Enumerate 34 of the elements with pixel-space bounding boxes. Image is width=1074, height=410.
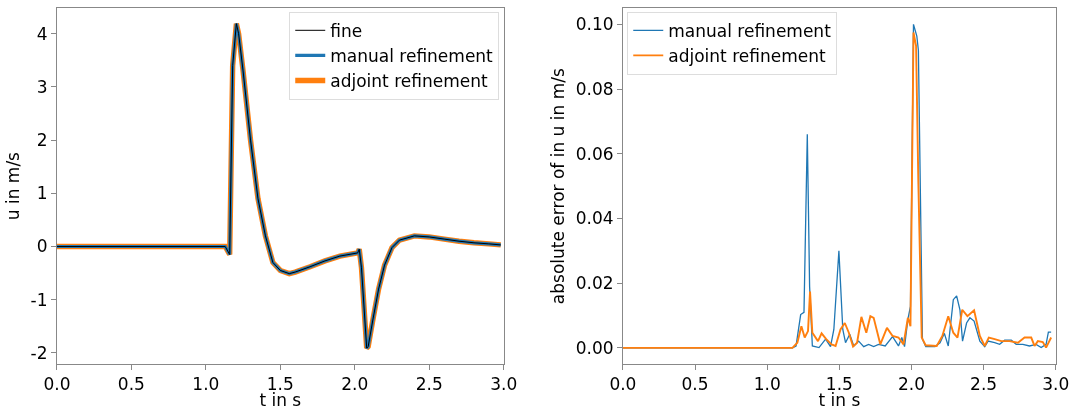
y-tick-label: 0.10 <box>575 14 614 35</box>
y-tick-label: -2 <box>30 342 48 363</box>
legend-label: manual refinement <box>668 20 832 41</box>
legend-label: adjoint refinement <box>668 46 826 67</box>
x-tick-label: 1.0 <box>192 374 220 395</box>
x-tick-label: 3.0 <box>1042 374 1070 395</box>
y-tick-label: 0.02 <box>575 273 614 294</box>
y-tick-label: 0.08 <box>575 79 614 100</box>
legend-label: adjoint refinement <box>330 71 488 92</box>
legend-label: fine <box>330 20 363 41</box>
x-axis-title: t in s <box>259 390 302 410</box>
x-tick-label: 0.0 <box>43 374 71 395</box>
x-tick-label: 2.0 <box>897 374 925 395</box>
y-tick-label: 0 <box>36 236 48 257</box>
y-axis-title: u in m/s <box>3 151 24 221</box>
y-tick-label: 2 <box>36 130 48 151</box>
x-tick-label: 1.0 <box>753 374 781 395</box>
x-tick-label: 0.0 <box>609 374 637 395</box>
x-tick-label: 2.0 <box>341 374 369 395</box>
x-tick-label: 3.0 <box>490 374 518 395</box>
y-tick-label: 4 <box>36 23 48 44</box>
y-tick-label: 0.00 <box>575 337 614 358</box>
y-tick-label: 0.04 <box>575 208 614 229</box>
x-tick-label: 0.5 <box>117 374 145 395</box>
y-tick-label: 1 <box>36 183 48 204</box>
y-tick-label: -1 <box>30 289 48 310</box>
y-tick-label: 3 <box>36 76 48 97</box>
y-axis-title: absolute error of in u in m/s <box>548 68 569 305</box>
x-tick-label: 2.5 <box>415 374 443 395</box>
y-tick-label: 0.06 <box>575 143 614 164</box>
x-tick-label: 2.5 <box>970 374 998 395</box>
x-tick-label: 0.5 <box>681 374 709 395</box>
legend-label: manual refinement <box>330 46 494 67</box>
x-axis-title: t in s <box>818 390 861 410</box>
